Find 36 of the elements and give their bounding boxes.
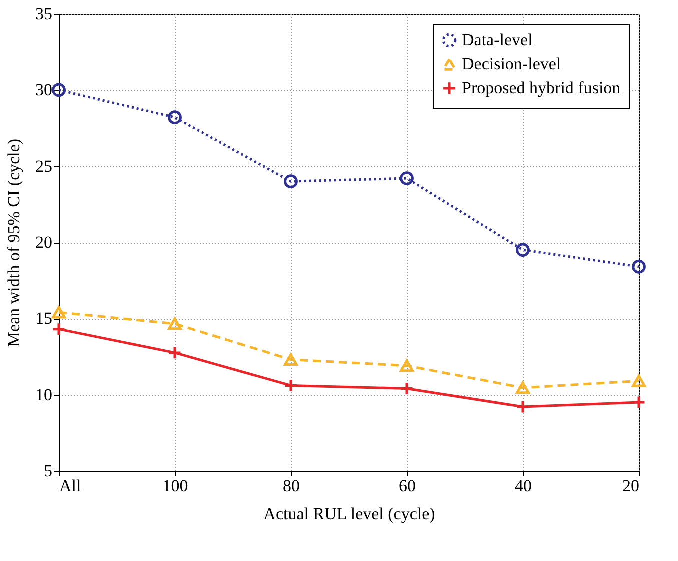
y-tick-label: 15 — [36, 309, 52, 328]
point — [284, 354, 298, 366]
x-tick-label: 60 — [399, 476, 416, 496]
point — [52, 83, 66, 98]
x-tick-label: 100 — [162, 476, 188, 496]
y-tick-label: 20 — [36, 233, 52, 252]
x-tick-label: 40 — [515, 476, 532, 496]
x-tick-label: 80 — [283, 476, 300, 496]
y-tick-label: 10 — [36, 385, 52, 404]
point — [400, 360, 414, 372]
point — [632, 260, 646, 274]
point — [400, 172, 414, 186]
y-tick-label: 25 — [36, 156, 52, 176]
point — [516, 382, 530, 394]
point — [400, 382, 414, 396]
point — [168, 318, 182, 330]
y-tick-label: 30 — [36, 80, 52, 100]
y-tick-label: 35 — [36, 4, 52, 24]
point — [168, 110, 182, 125]
point — [516, 243, 530, 258]
point — [516, 400, 530, 414]
y-tick-label: 5 — [44, 462, 52, 480]
point — [632, 396, 646, 410]
legend-label: Decision-level — [462, 54, 562, 74]
point — [632, 374, 646, 388]
point — [168, 346, 182, 360]
point — [284, 174, 298, 189]
y-axis-title: Mean width of 95% CI (cycle) — [4, 138, 24, 348]
point — [284, 378, 298, 393]
legend-label: Data-level — [462, 30, 534, 50]
x-tick-label: 20 — [622, 476, 640, 496]
x-tick-label: All — [60, 476, 82, 496]
x-axis-title: Actual RUL level (cycle) — [264, 504, 436, 524]
point — [52, 306, 66, 319]
point — [52, 322, 66, 336]
legend-label: Proposed hybrid fusion — [462, 78, 622, 98]
